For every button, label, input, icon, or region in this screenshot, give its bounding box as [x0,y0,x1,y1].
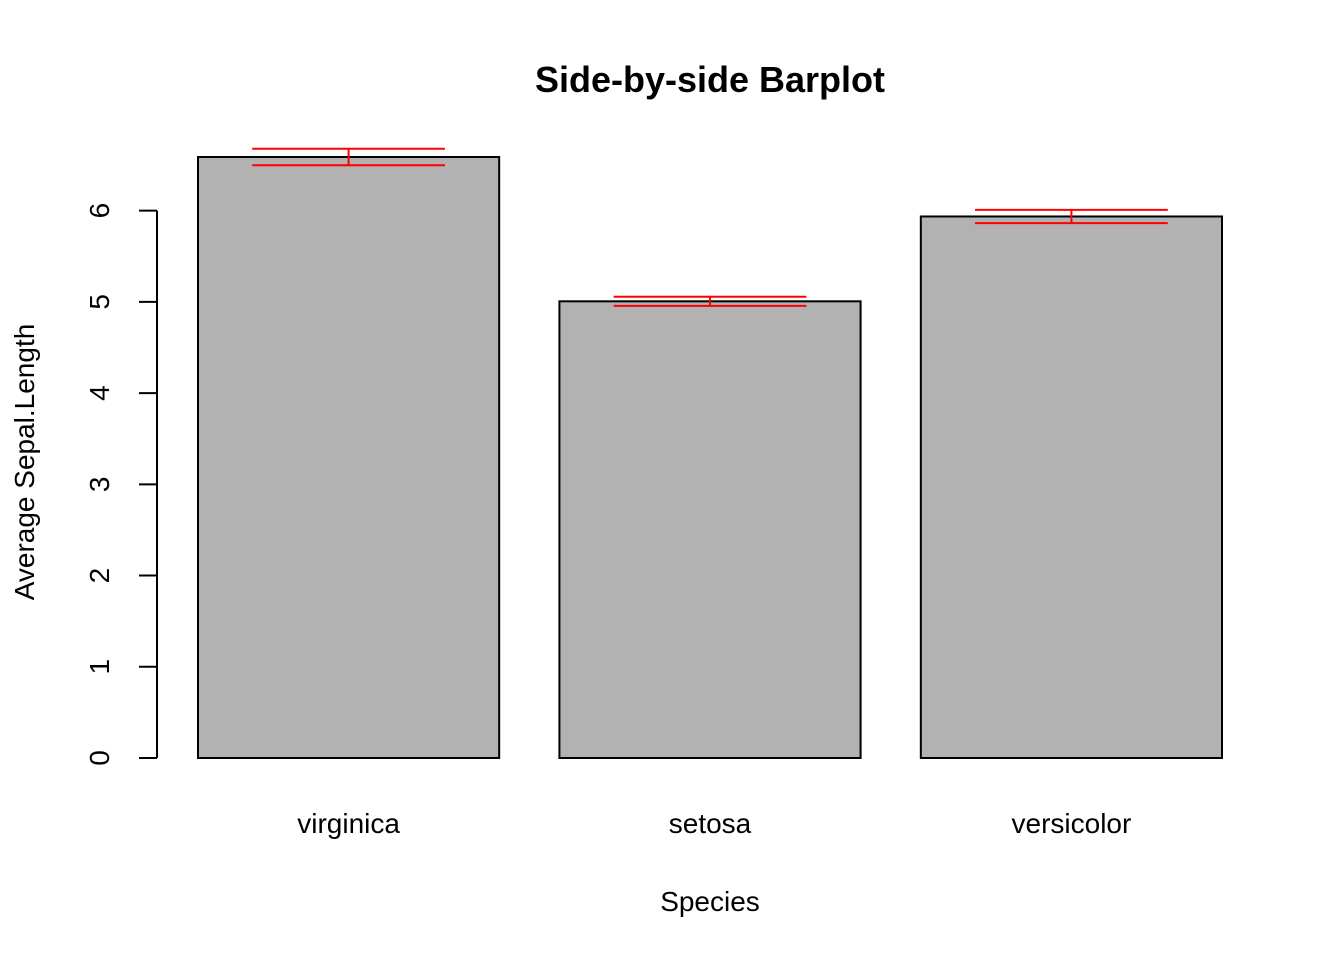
bar-virginica [197,156,501,759]
x-tick-label-versicolor: versicolor [1012,808,1132,839]
x-tick-label-virginica: virginica [297,808,400,839]
y-tick-label-0: 0 [84,750,115,766]
x-category-labels: virginica setosa versicolor [297,808,1131,839]
y-axis-label: Average Sepal.Length [9,324,40,601]
y-tick-label-2: 2 [84,568,115,584]
bars-group [197,156,1224,759]
y-tick-label-4: 4 [84,385,115,401]
y-tick-label-3: 3 [84,477,115,493]
x-axis-label: Species [660,886,760,917]
error-bars-group [252,147,1168,307]
x-tick-label-setosa: setosa [669,808,752,839]
y-tick-label-6: 6 [84,203,115,219]
y-tick-label-1: 1 [84,659,115,675]
bar-setosa [558,300,862,759]
y-tick-label-5: 5 [84,294,115,310]
y-axis: 0 1 2 3 4 5 6 [84,203,158,766]
chart-title: Side-by-side Barplot [535,59,885,100]
bar-versicolor [919,215,1224,759]
